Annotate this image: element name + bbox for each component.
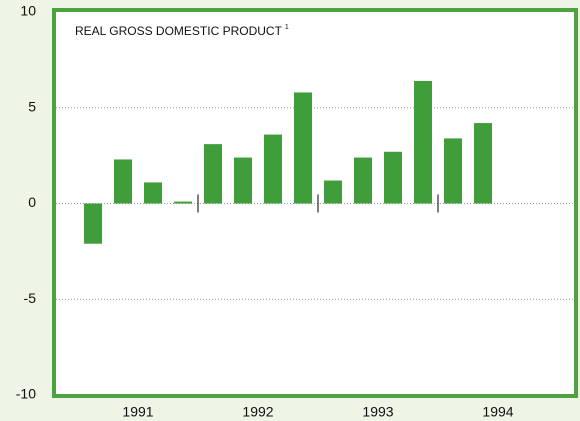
- y-tick-label: -5: [24, 290, 37, 306]
- x-group-label: 1993: [362, 404, 393, 420]
- y-tick-label: 0: [28, 194, 36, 210]
- bar: [414, 80, 432, 204]
- bar: [474, 123, 492, 204]
- bar: [444, 138, 462, 204]
- x-group-label: 1994: [482, 404, 513, 420]
- bar: [84, 203, 102, 244]
- chart-title: REAL GROSS DOMESTIC PRODUCT 1: [75, 24, 289, 38]
- x-group-label: 1992: [242, 404, 273, 420]
- bar: [294, 92, 312, 204]
- bar: [324, 180, 342, 204]
- bar: [144, 182, 162, 204]
- bar: [204, 144, 222, 204]
- y-tick-label: 5: [28, 98, 36, 114]
- bar: [354, 157, 372, 204]
- bar: [234, 157, 252, 204]
- x-group-label: 1991: [122, 404, 153, 420]
- bar: [174, 201, 192, 204]
- bar: [384, 151, 402, 204]
- bar: [264, 134, 282, 204]
- y-tick-label: 10: [20, 3, 36, 19]
- y-tick-label: -10: [16, 386, 36, 402]
- bar: [114, 159, 132, 204]
- title-text: REAL GROSS DOMESTIC PRODUCT: [75, 24, 283, 38]
- title-footnote: 1: [285, 24, 289, 31]
